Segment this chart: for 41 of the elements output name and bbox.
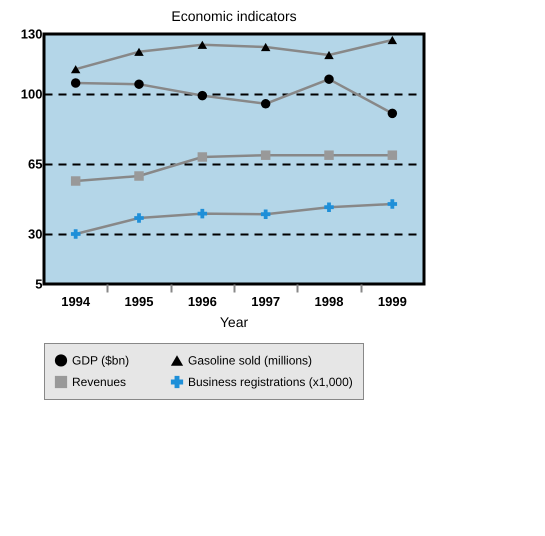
- point: [388, 150, 398, 160]
- point: [198, 208, 208, 218]
- y-tick-label: 130: [20, 26, 42, 42]
- x-tick-label: 1999: [378, 294, 407, 309]
- point: [388, 199, 398, 209]
- x-tick-label: 1996: [188, 294, 217, 309]
- point: [134, 48, 144, 56]
- x-tick-label: 1995: [124, 294, 154, 309]
- y-tick-label: 100: [20, 86, 42, 102]
- point: [388, 36, 398, 44]
- point: [198, 152, 208, 162]
- x-axis-title: Year: [220, 314, 248, 330]
- point: [134, 171, 144, 181]
- point: [388, 108, 398, 118]
- point: [134, 79, 144, 89]
- point: [70, 176, 80, 186]
- legend-label: Revenues: [72, 375, 126, 389]
- legend-label: Gasoline sold (millions): [188, 354, 312, 368]
- chart-title: Economic indicators: [171, 8, 297, 24]
- y-tick-label: 65: [28, 156, 42, 172]
- point: [70, 78, 80, 88]
- point: [70, 65, 80, 74]
- y-tick-label: 30: [28, 226, 42, 242]
- point: [260, 150, 270, 160]
- legend-label: Business registrations (x1,000): [188, 375, 353, 389]
- point: [324, 202, 334, 212]
- point: [198, 90, 208, 100]
- point: [324, 50, 334, 60]
- x-tick-label: 1994: [61, 294, 91, 309]
- point: [324, 150, 334, 160]
- x-tick-label: 1997: [251, 294, 280, 309]
- x-tick-label: 1998: [314, 294, 344, 309]
- legend-label: GDP ($bn): [72, 353, 130, 368]
- point: [70, 229, 80, 239]
- point: [260, 42, 270, 52]
- y-tick-label: 5: [35, 276, 42, 292]
- point: [260, 209, 270, 219]
- point: [324, 74, 334, 84]
- point: [260, 99, 270, 109]
- point: [134, 213, 144, 223]
- point: [198, 40, 208, 49]
